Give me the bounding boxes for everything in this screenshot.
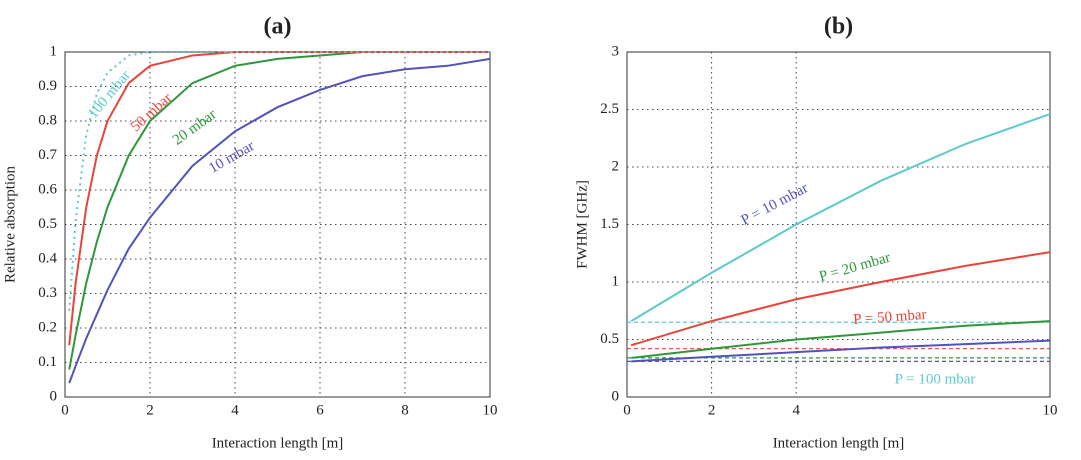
y-axis-label: Relative absorption	[2, 165, 18, 283]
y-tick-label: 0.9	[38, 78, 57, 94]
y-tick-label: 0.7	[38, 147, 57, 163]
y-tick-label: 1	[612, 273, 620, 289]
line-series	[630, 251, 1051, 347]
y-tick-label: 0.5	[38, 216, 57, 232]
x-tick-label: 6	[316, 402, 324, 418]
y-tick-label: 2	[612, 158, 620, 174]
y-tick-label: 0	[50, 388, 58, 404]
y-tick-label: 0.2	[38, 319, 57, 335]
x-tick-label: 0	[623, 402, 631, 418]
x-axis-label: Interaction length [m]	[212, 435, 344, 451]
line-series	[631, 339, 1051, 363]
y-tick-label: 0.8	[38, 112, 57, 128]
series-label: 10 mbar	[206, 138, 257, 177]
series-label: 100 mbar	[85, 68, 134, 122]
series-label: P = 50 mbar	[853, 307, 927, 328]
y-tick-label: 0	[612, 388, 620, 404]
chart-title: (a)	[264, 14, 292, 40]
y-tick-label: 0.5	[600, 331, 619, 347]
plot-frame	[626, 51, 1051, 398]
x-tick-label: 4	[792, 402, 800, 418]
y-axis-label: FWHM [GHz]	[574, 180, 590, 269]
line-series	[630, 113, 1051, 322]
chart-title: (b)	[824, 14, 853, 40]
line-series	[631, 320, 1051, 359]
x-tick-label: 0	[61, 402, 69, 418]
series-label: P = 20 mbar	[817, 250, 892, 286]
y-tick-label: 1	[50, 43, 58, 59]
x-tick-label: 10	[1043, 402, 1058, 418]
y-tick-label: 1.5	[600, 216, 619, 232]
y-tick-label: 0.6	[38, 181, 57, 197]
series-label: 50 mbar	[128, 90, 176, 135]
line-series	[68, 51, 490, 370]
y-tick-label: 2.5	[600, 101, 619, 117]
x-tick-label: 2	[146, 402, 154, 418]
y-tick-label: 0.4	[38, 250, 57, 266]
x-tick-label: 2	[708, 402, 716, 418]
series-label: P = 100 mbar	[895, 371, 976, 387]
y-tick-label: 0.3	[38, 285, 57, 301]
line-series	[68, 57, 491, 384]
line-series	[68, 51, 490, 311]
x-tick-label: 10	[483, 402, 498, 418]
x-tick-label: 4	[231, 402, 239, 418]
x-tick-label: 8	[401, 402, 409, 418]
line-series	[68, 51, 490, 346]
y-tick-label: 3	[612, 43, 620, 59]
y-tick-label: 0.1	[38, 354, 57, 370]
x-axis-label: Interaction length [m]	[773, 435, 905, 451]
series-label: 20 mbar	[170, 107, 220, 149]
